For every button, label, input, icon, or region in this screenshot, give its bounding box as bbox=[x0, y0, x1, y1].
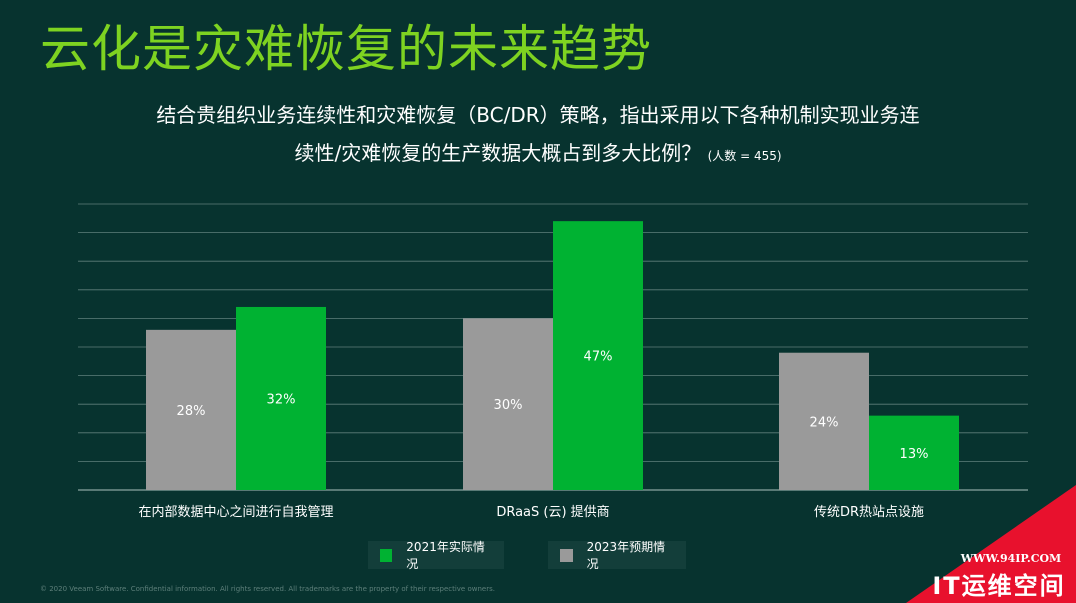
legend-label-2021: 2021年实际情况 bbox=[406, 540, 485, 571]
legend-swatch-2023 bbox=[560, 548, 573, 562]
category-label: 传统DR热站点设施 bbox=[814, 505, 924, 520]
data-label: 13% bbox=[900, 447, 929, 462]
legend-label-2023: 2023年预期情况 bbox=[586, 540, 666, 571]
subtitle-line-2: 续性/灾难恢复的生产数据大概占到多大比例？ (人数 = 455) bbox=[0, 138, 1076, 171]
data-label: 30% bbox=[494, 398, 523, 413]
data-label: 24% bbox=[810, 415, 839, 430]
legend-item-2023: 2023年预期情况 bbox=[548, 540, 686, 571]
subtitle-line-2-text: 续性/灾难恢复的生产数据大概占到多大比例？ bbox=[294, 141, 702, 165]
data-label: 28% bbox=[177, 404, 206, 419]
legend-swatch-2021 bbox=[380, 548, 393, 562]
corner-watermark-shape bbox=[906, 485, 1076, 603]
page-title: 云化是灾难恢复的未来趋势 bbox=[40, 20, 652, 78]
category-label: DRaaS (云) 提供商 bbox=[496, 504, 609, 520]
watermark-url: WWW.94IP.COM bbox=[960, 552, 1062, 565]
copyright-notice: © 2020 Veeam Software. Confidential info… bbox=[40, 585, 495, 593]
chart-labels: 28% 32% 在内部数据中心之间进行自我管理 30% 47% DRaaS (云) 提供商… bbox=[138, 350, 928, 520]
bar-expected-2023 bbox=[146, 329, 236, 490]
watermark-brand: IT运维空间 bbox=[932, 572, 1066, 600]
sample-size-note: (人数 = 455) bbox=[707, 149, 782, 163]
bar-expected-2023 bbox=[779, 352, 869, 490]
bar-actual-2021 bbox=[869, 415, 959, 490]
data-label: 32% bbox=[267, 392, 296, 407]
data-label: 47% bbox=[584, 350, 613, 365]
bar-actual-2021 bbox=[236, 306, 326, 490]
bar-expected-2023 bbox=[463, 318, 553, 490]
category-label: 在内部数据中心之间进行自我管理 bbox=[138, 504, 333, 520]
bar-chart: 28% 32% 在内部数据中心之间进行自我管理 30% 47% DRaaS (云) 提供商… bbox=[78, 203, 1028, 520]
legend-item-2021: 2021年实际情况 bbox=[368, 540, 504, 571]
subtitle-line-1: 结合贵组织业务连续性和灾难恢复（BC/DR）策略，指出采用以下各种机制实现业务连 bbox=[156, 103, 920, 127]
chart-bars bbox=[146, 221, 959, 490]
bar-actual-2021 bbox=[553, 221, 643, 490]
